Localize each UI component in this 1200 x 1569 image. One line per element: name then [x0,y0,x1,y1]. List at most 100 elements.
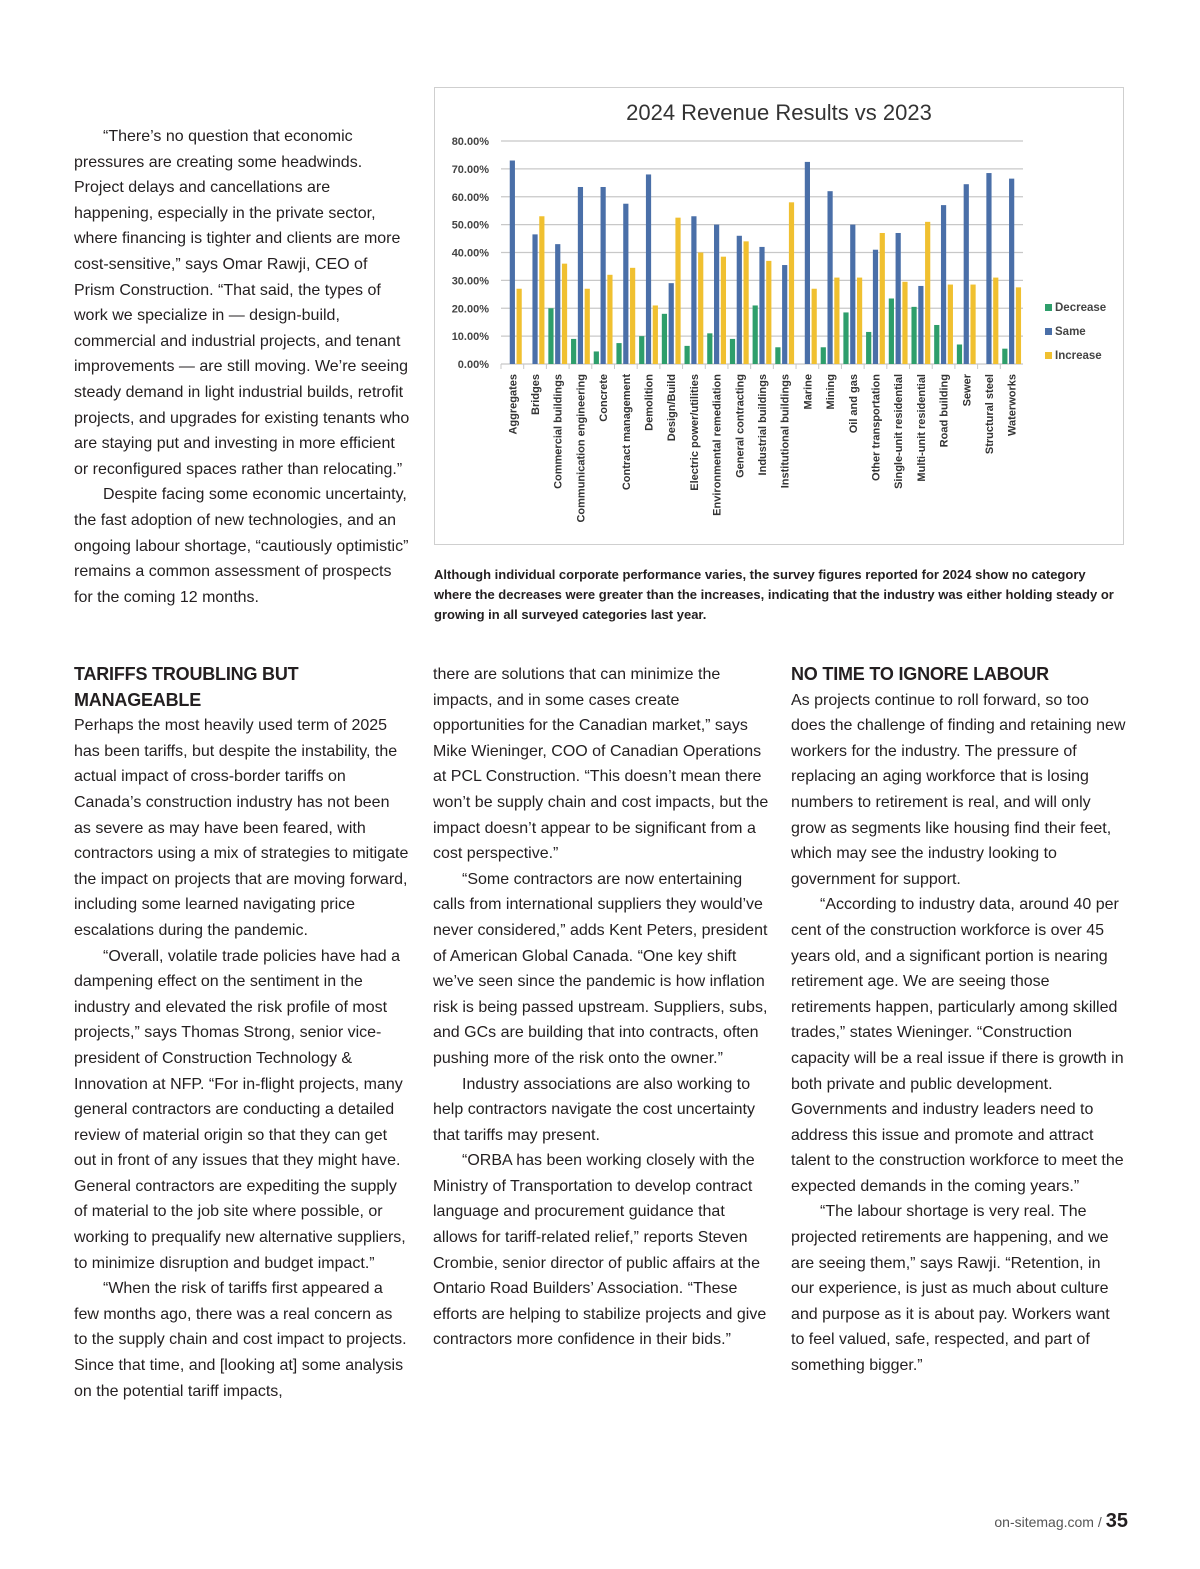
revenue-chart: 2024 Revenue Results vs 2023 0.00% 10.00%… [434,87,1124,545]
x-tick-label: Structural steel [984,374,996,454]
chart-svg: 2024 Revenue Results vs 2023 0.00% 10.00%… [452,100,1106,523]
paragraph: “When the risk of tariffs first appeared… [74,1280,407,1400]
legend-swatch [1045,328,1052,335]
legend-label: Same [1055,326,1086,338]
bar-increase [561,263,568,364]
x-tick-label: Communication engineering [575,374,587,523]
bar-same [668,283,674,364]
x-tick-label: Demolition [644,374,656,431]
x-tick-label: Institutional buildings [780,374,792,488]
section-heading: NO TIME TO IGNORE LABOUR [791,664,1049,684]
x-tick-label: General contracting [734,374,746,478]
paragraph: As projects continue to roll forward, so… [791,691,1126,888]
paragraph: “There’s no question that economic press… [74,128,410,478]
bar-increase [879,232,885,364]
x-tick-label: Other transportation [870,374,882,481]
x-tick-label: Aggregates [507,374,519,435]
bar-increase [993,277,999,364]
bar-increase [539,216,545,364]
column-2: there are solutions that can minimize th… [433,662,769,1353]
bar-increase [675,217,681,364]
bar-increase [766,260,772,364]
bar-decrease [934,324,940,364]
bar-decrease [548,308,554,364]
chart-title: 2024 Revenue Results vs 2023 [626,100,932,125]
bar-increase [584,288,590,364]
x-tick-label: Multi-unit residential [916,374,928,482]
chart-caption: Although individual corporate performanc… [434,567,1114,622]
bar-same [577,186,584,364]
x-tick-label: Design/Build [666,374,678,441]
bar-decrease [843,312,849,364]
bar-same [555,244,561,364]
paragraph: “The labour shortage is very real. The p… [791,1203,1110,1375]
bar-same [986,173,992,364]
bar-same [872,249,879,364]
bar-increase [652,305,658,364]
bar-increase [947,284,953,364]
bar-increase [698,252,704,364]
x-tick-label: Sewer [961,373,973,406]
y-tick-label: 60.00% [452,192,490,204]
column-3: NO TIME TO IGNORE LABOUR As projects con… [791,662,1127,1379]
bar-decrease [752,305,758,364]
bar-decrease [820,347,826,364]
bar-same [645,174,652,364]
bar-decrease [911,306,917,364]
x-tick-label: Industrial buildings [757,374,769,475]
paragraph: “Some contractors are now entertaining c… [433,870,768,1067]
bar-decrease [956,344,963,364]
legend-label: Decrease [1055,302,1106,314]
x-tick-label: Marine [802,374,814,409]
bar-decrease [775,347,781,364]
y-tick-label: 40.00% [452,248,490,260]
bar-increase [834,277,840,364]
bar-same [782,265,788,364]
y-tick-label: 50.00% [452,220,490,232]
intro-column: “There’s no question that economic press… [74,124,410,610]
page-number: 35 [1105,1510,1128,1532]
x-tick-label: Environmental remediation [712,374,724,516]
x-tick-label: Contract management [621,374,633,490]
bar-same [895,232,901,364]
bar-decrease [729,338,736,364]
bar-increase [811,288,817,364]
bar-same [963,184,969,364]
bar-same [714,224,720,364]
bar-increase [607,274,613,364]
bar-increase [925,221,931,364]
bar-increase [630,267,636,364]
bar-same [691,216,697,364]
bar-same [918,285,924,364]
bar-increase [1015,287,1022,364]
bar-decrease [639,336,645,364]
bar-same [600,186,606,364]
x-tick-label: Waterworks [1007,374,1019,436]
bar-increase [788,202,795,364]
bar-same [1009,178,1015,364]
bar-decrease [888,298,894,364]
y-tick-label: 80.00% [452,136,490,148]
paragraph: Industry associations are also working t… [433,1075,755,1144]
section-heading: TARIFFS TROUBLING BUT MANAGEABLE [74,664,299,710]
bar-increase [902,281,908,364]
bar-same [850,224,856,364]
x-tick-label: Bridges [530,374,542,415]
y-tick-label: 70.00% [452,164,490,176]
y-tick-label: 0.00% [458,359,489,371]
bar-increase [970,284,976,364]
y-tick-label: 10.00% [452,331,490,343]
paragraph: “According to industry data, around 40 p… [791,896,1124,1195]
x-tick-label: Concrete [598,374,610,422]
page-footer: on-sitemag.com /35 [994,1510,1128,1533]
bar-same [759,246,765,364]
x-tick-label: Oil and gas [848,374,860,433]
paragraph: there are solutions that can minimize th… [433,666,769,863]
column-1: TARIFFS TROUBLING BUT MANAGEABLE Perhaps… [74,662,410,1404]
bar-same [940,205,947,364]
bar-same [623,203,629,364]
bar-increase [856,277,863,364]
x-tick-label: Commercial buildings [553,374,565,489]
paragraph: Despite facing some economic uncertainty… [74,486,409,606]
bar-same [532,234,538,364]
